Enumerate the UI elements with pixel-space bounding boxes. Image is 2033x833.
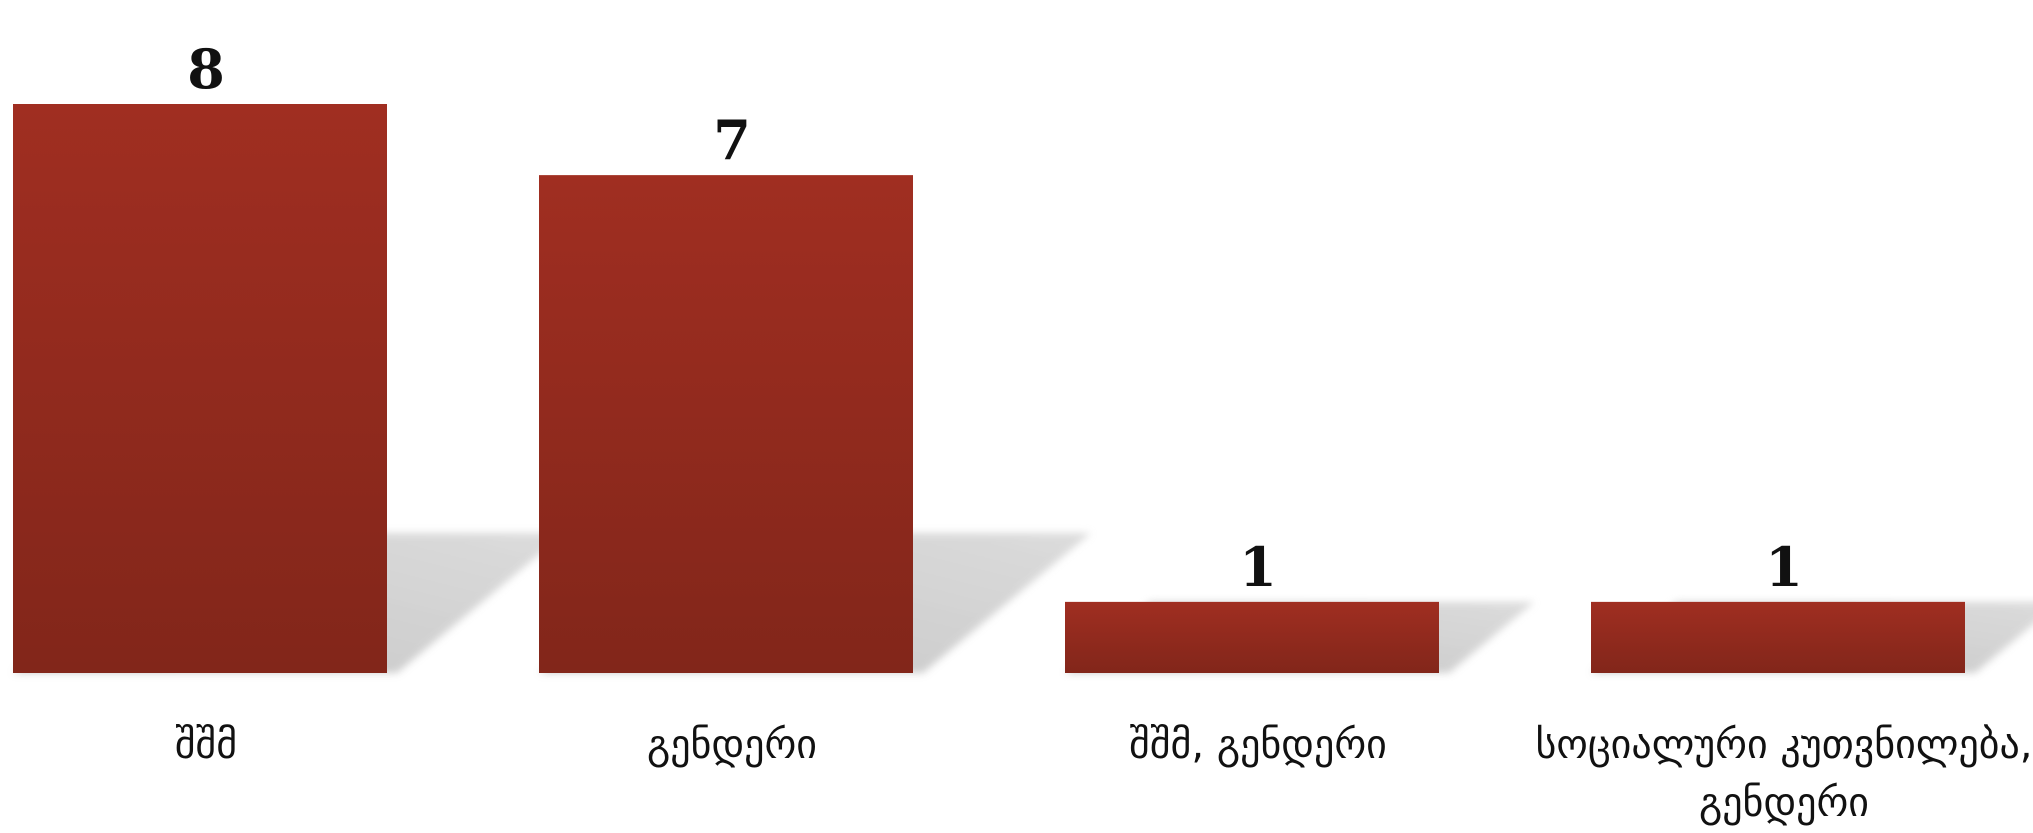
category-label: შშმ xyxy=(174,722,238,768)
value-label: 7 xyxy=(713,108,751,172)
category-label: შშმ, გენდერი xyxy=(1129,722,1387,768)
bar xyxy=(13,104,387,673)
value-label: 8 xyxy=(187,37,225,101)
value-label: 1 xyxy=(1765,535,1803,599)
bar xyxy=(1065,601,1439,673)
category-label: გენდერი xyxy=(646,722,818,768)
value-label: 1 xyxy=(1239,535,1277,599)
category-label: სოციალური კუთვნილება, გენდერი xyxy=(1535,722,2033,826)
bar xyxy=(539,175,913,673)
bar xyxy=(1591,601,1965,673)
bars: 8 7 1 1 xyxy=(13,37,1965,673)
